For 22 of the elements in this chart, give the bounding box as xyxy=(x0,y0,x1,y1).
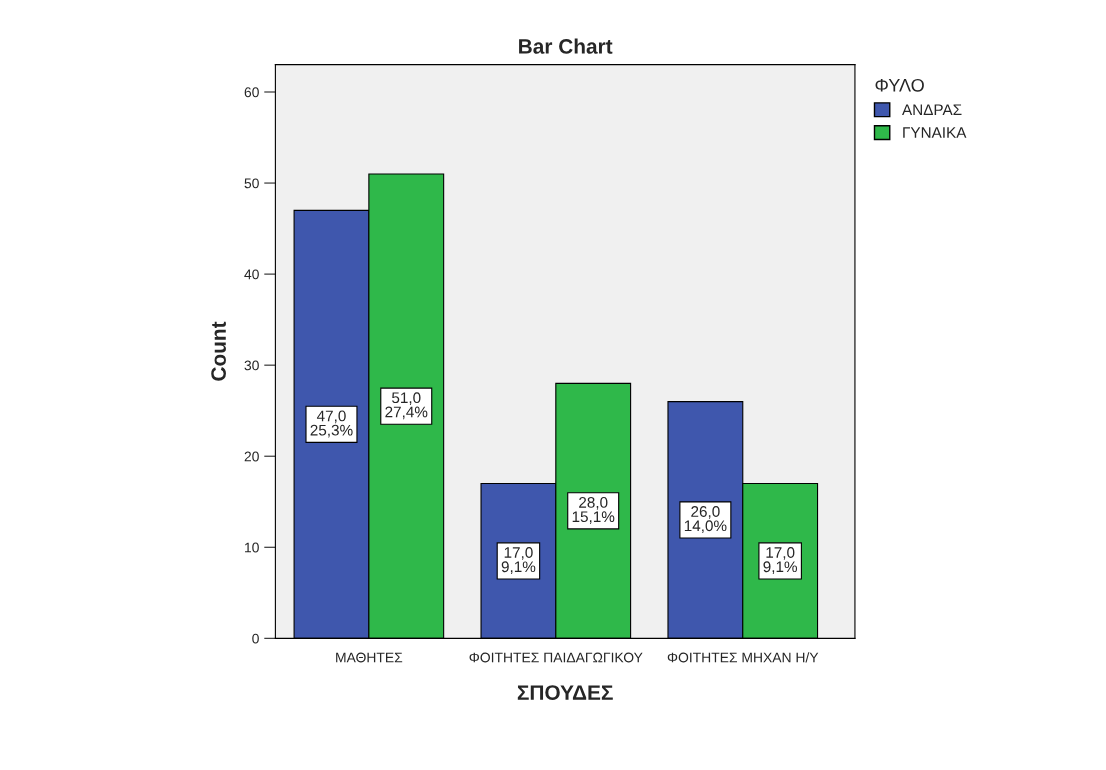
y-tick-label: 40 xyxy=(244,269,259,280)
data-label: 51,0 27,4% xyxy=(385,392,428,420)
legend-label: ΓΥΝΑΙΚΑ xyxy=(903,127,967,138)
data-label: 28,0 15,1% xyxy=(572,497,615,524)
data-label: 26,0 14,0% xyxy=(684,506,727,533)
data-label: 17,0 9,1% xyxy=(763,547,798,574)
y-tick-label: 30 xyxy=(244,360,259,371)
y-tick-label: 10 xyxy=(245,542,259,553)
x-tick-label: ΜΑΘΗΤΕΣ xyxy=(336,652,403,663)
legend-title: ΦΥΛΟ xyxy=(875,78,924,92)
data-label: 47,0 25,3% xyxy=(310,410,353,438)
y-tick-label: 0 xyxy=(252,633,259,644)
data-label: 17,0 9,1% xyxy=(501,547,536,574)
y-tick-label: 50 xyxy=(244,178,259,189)
y-tick-label: 20 xyxy=(244,451,259,462)
y-axis-title: Count xyxy=(211,321,226,381)
y-tick-label: 60 xyxy=(244,87,259,98)
chart-title: Bar Chart xyxy=(519,38,613,54)
x-tick-label: ΦΟΙΤΗΤΕΣ ΜΗΧΑΝ Η/Υ xyxy=(667,652,819,663)
legend-label: ΑΝΔΡΑΣ xyxy=(902,104,962,115)
x-tick-label: ΦΟΙΤΗΤΕΣ ΠΑΙΔΑΓΩΓΙΚΟΥ xyxy=(469,652,643,663)
x-axis-title: ΣΠΟΥΔΕΣ xyxy=(517,685,613,700)
